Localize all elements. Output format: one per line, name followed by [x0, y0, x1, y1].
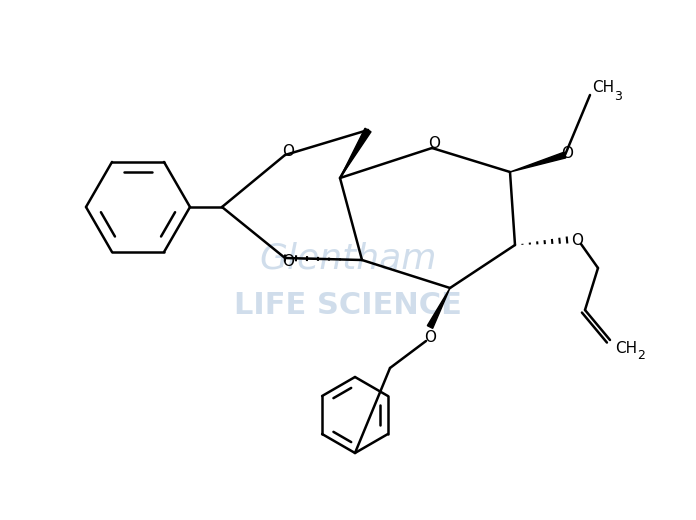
Text: 2: 2 — [637, 348, 645, 361]
Text: O: O — [424, 330, 436, 345]
Text: CH: CH — [592, 80, 614, 95]
Text: O: O — [561, 146, 573, 161]
Text: O: O — [428, 136, 440, 150]
Polygon shape — [340, 128, 371, 178]
Polygon shape — [427, 288, 450, 328]
Text: CH: CH — [615, 341, 637, 356]
Text: O: O — [571, 232, 583, 248]
Text: LIFE SCIENCE: LIFE SCIENCE — [234, 291, 462, 319]
Polygon shape — [510, 152, 566, 172]
Text: Glentham: Glentham — [259, 241, 437, 275]
Text: O: O — [282, 144, 294, 159]
Text: 3: 3 — [614, 89, 622, 102]
Text: O: O — [282, 254, 294, 268]
